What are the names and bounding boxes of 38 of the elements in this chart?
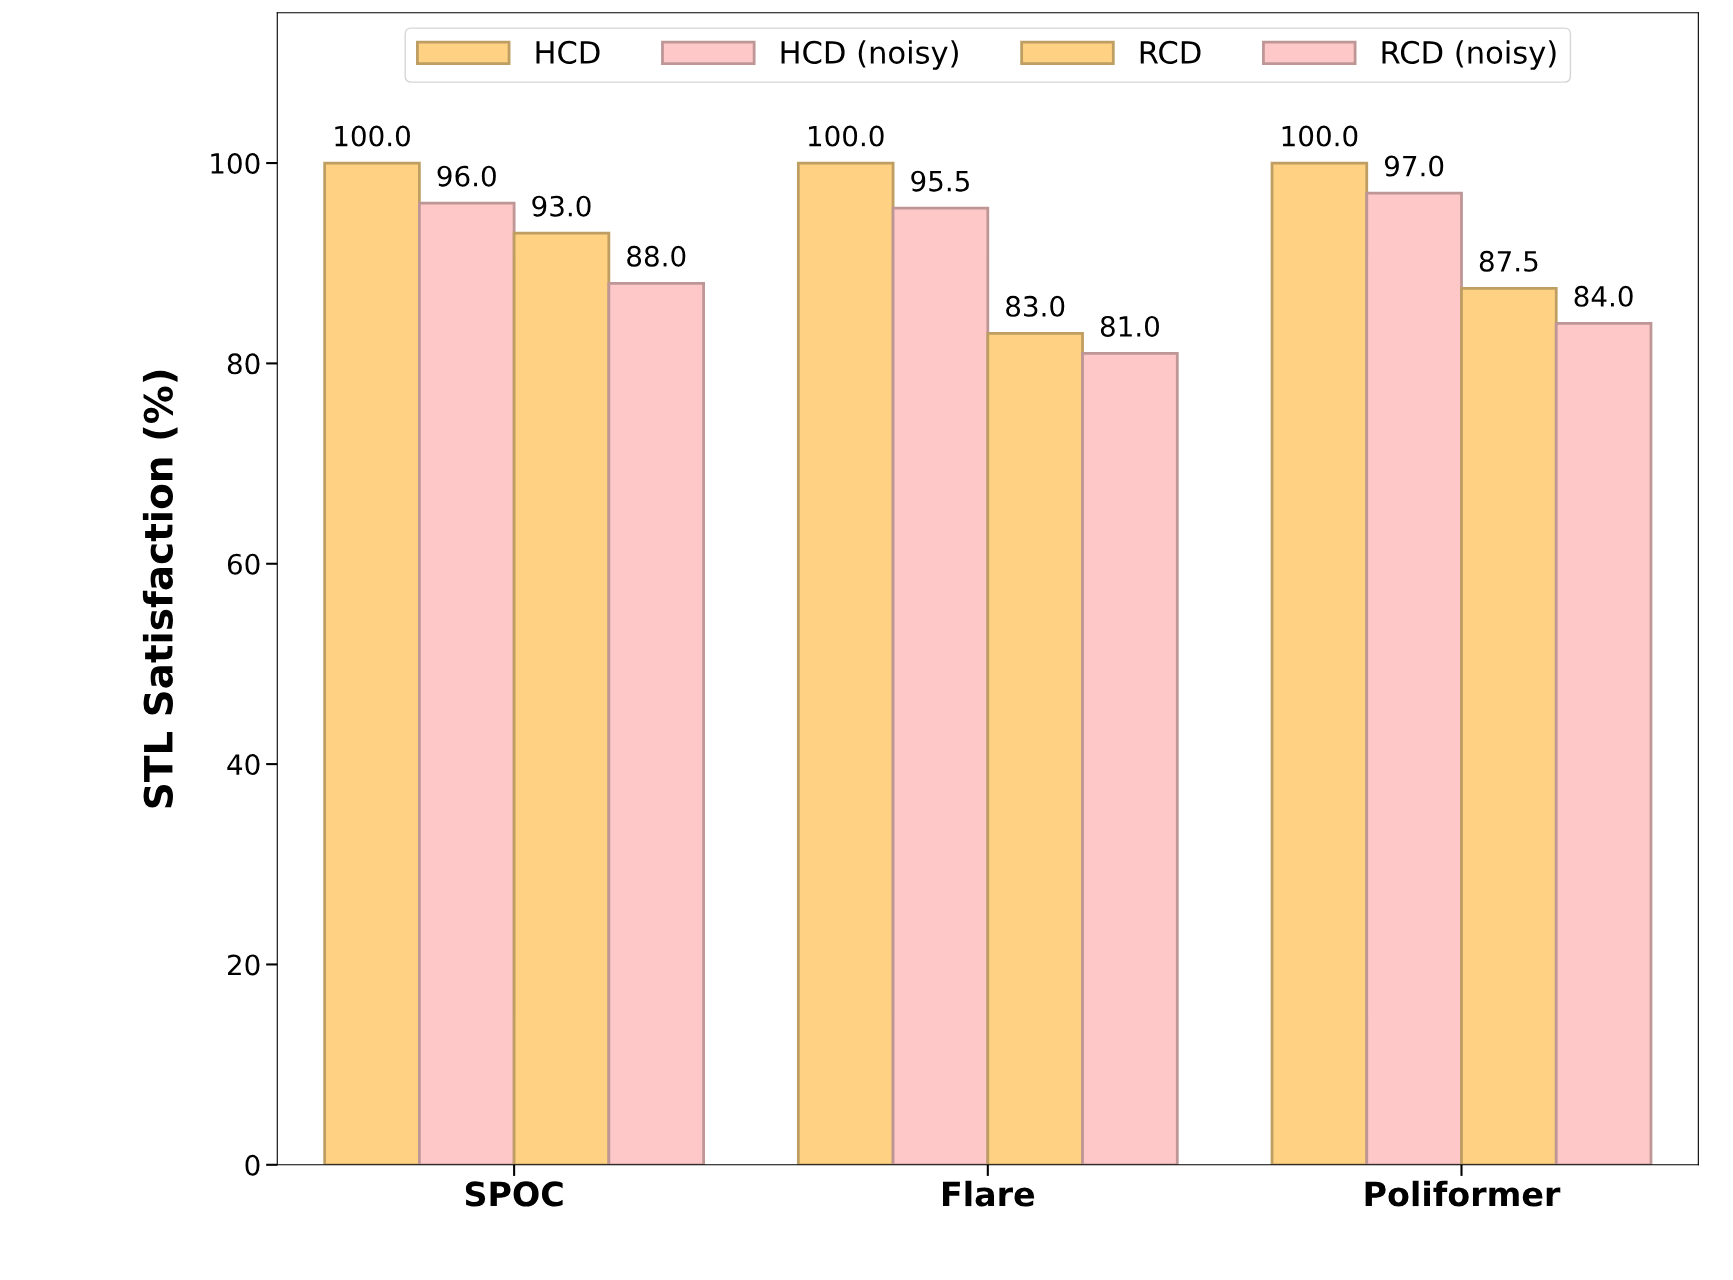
bar [1081, 352, 1179, 1165]
data-label: 97.0 [1384, 155, 1444, 177]
x-tick-label: Poliformer [1365, 1180, 1561, 1207]
data-label: 81.0 [1100, 315, 1159, 337]
bar [607, 281, 705, 1165]
x-tick-label: Flare [943, 1180, 1035, 1207]
x-tick-label: SPOC [465, 1181, 563, 1207]
data-label: 100.0 [1282, 125, 1358, 147]
data-label: 88.0 [627, 245, 686, 267]
y-tick-label: 60 [227, 553, 260, 575]
y-axis-title: STL Satisfaction (%) [142, 370, 178, 808]
y-tick-label: 0 [245, 1154, 260, 1176]
data-label: 100.0 [808, 125, 884, 147]
bar [1460, 286, 1558, 1165]
data-label: 100.0 [335, 125, 410, 147]
data-label: 95.5 [911, 170, 969, 192]
bar [891, 206, 990, 1165]
y-tick-label: 40 [227, 754, 260, 776]
data-label: 96.0 [437, 165, 496, 187]
bar [1554, 321, 1653, 1165]
bar [418, 201, 516, 1165]
data-label: 83.0 [1006, 295, 1065, 317]
y-tick-label: 80 [227, 353, 260, 375]
bar [512, 231, 611, 1165]
data-label: 93.0 [532, 195, 591, 217]
bar [796, 161, 895, 1165]
bar [1365, 191, 1463, 1165]
bar [1270, 161, 1369, 1165]
legend-label: RCD [1140, 40, 1201, 64]
legend-label: HCD [536, 40, 600, 64]
legend-label: HCD (noisy) [781, 40, 958, 70]
data-label: 87.5 [1479, 250, 1538, 272]
y-tick-label: 20 [228, 954, 260, 976]
y-tick-label: 100 [211, 153, 260, 175]
bar [986, 331, 1084, 1165]
data-label: 84.0 [1574, 285, 1633, 307]
legend-label: RCD (noisy) [1382, 40, 1556, 70]
bar [323, 161, 421, 1165]
